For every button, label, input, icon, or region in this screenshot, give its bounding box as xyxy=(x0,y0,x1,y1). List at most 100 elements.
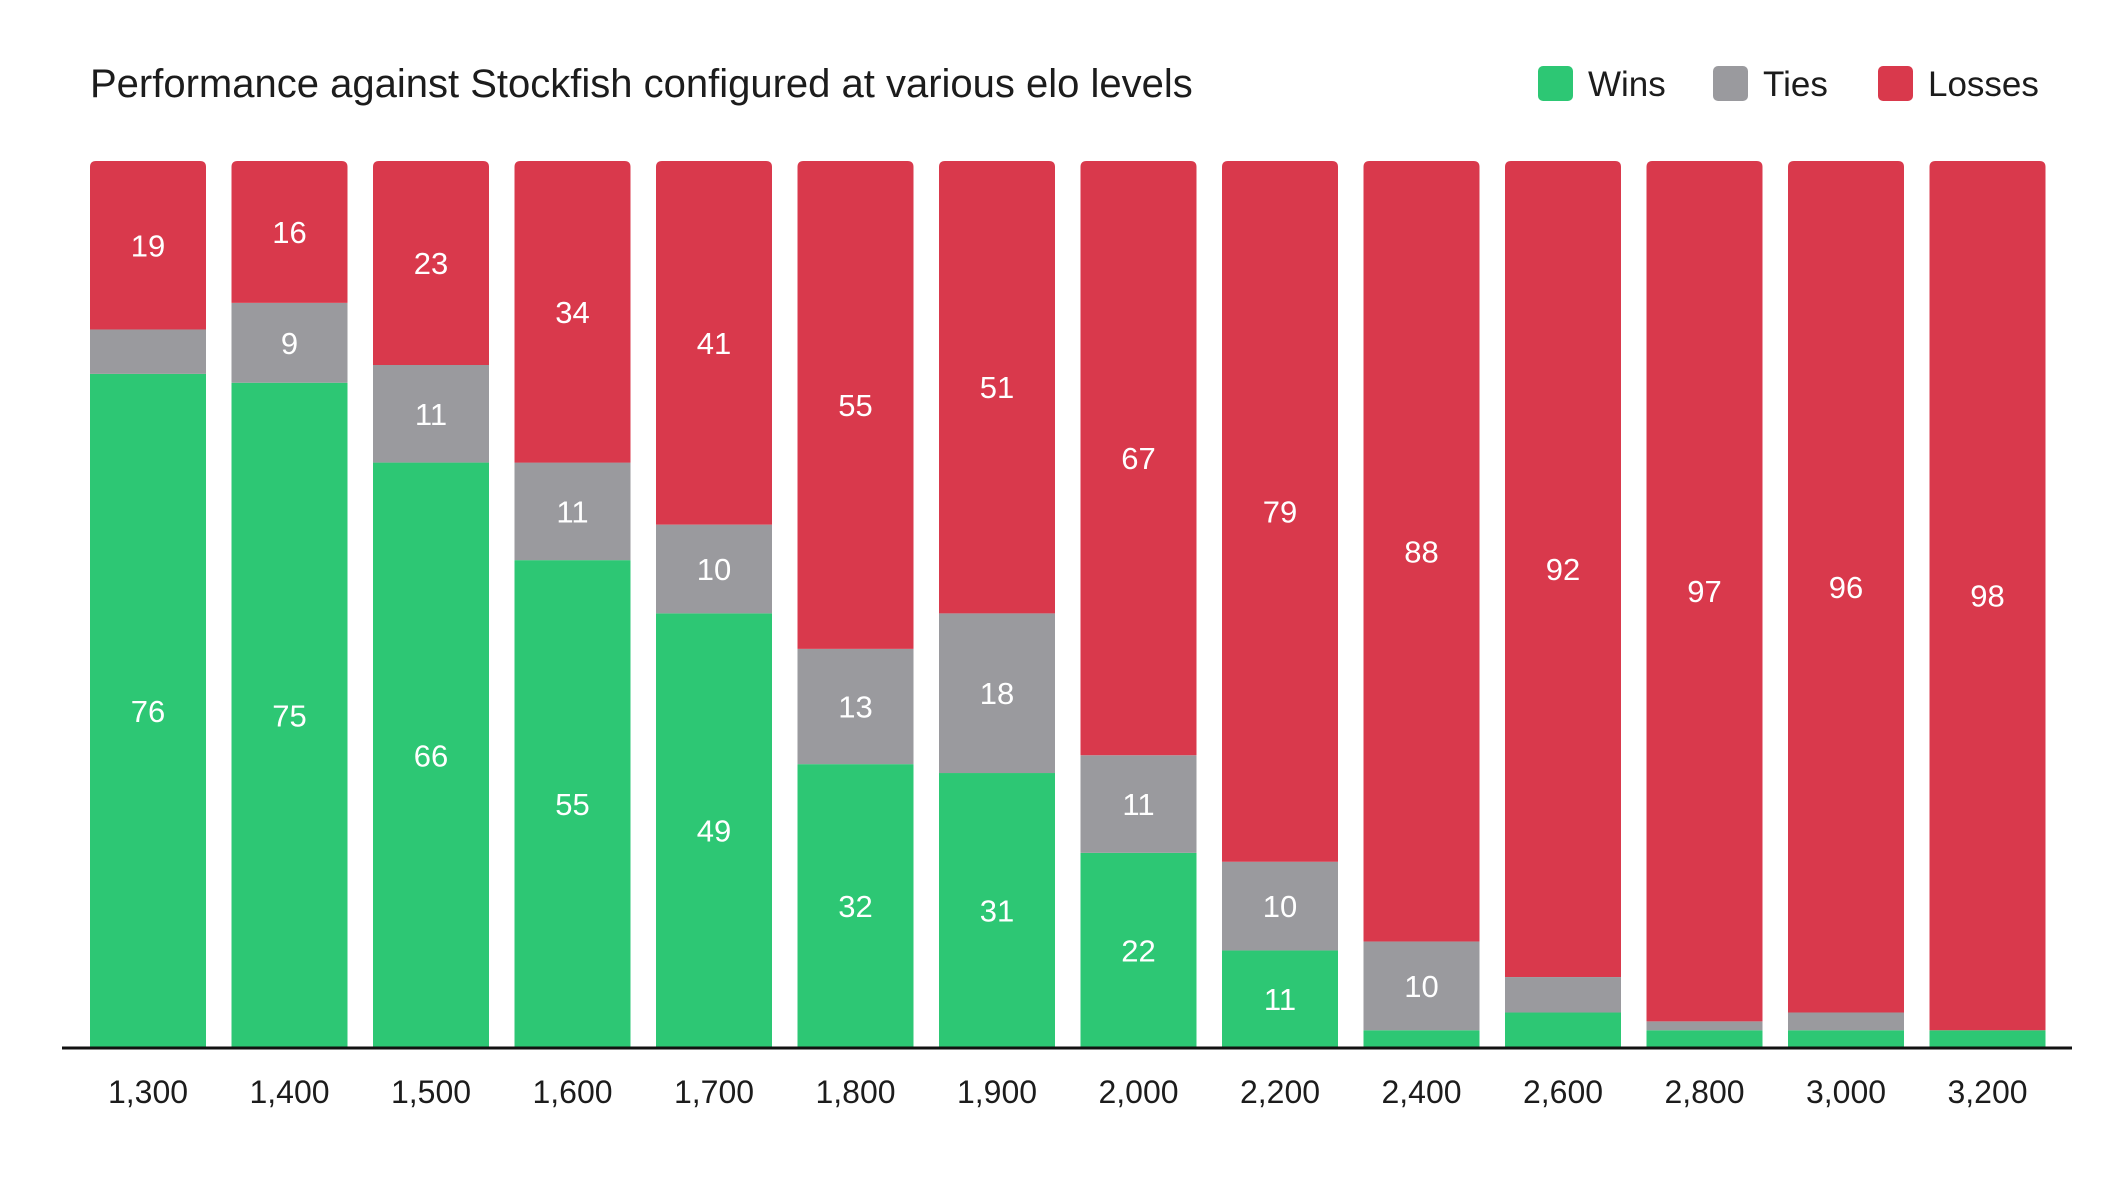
data-label-losses: 19 xyxy=(131,228,165,263)
data-label-wins: 11 xyxy=(1264,982,1296,1017)
x-tick-label: 1,400 xyxy=(249,1074,329,1110)
bar-column: 96 xyxy=(1788,161,1904,1048)
legend-label: Ties xyxy=(1763,65,1828,104)
x-tick-label: 1,800 xyxy=(815,1074,895,1110)
bar-segment-wins xyxy=(231,382,348,1048)
bar-segment-losses xyxy=(656,161,772,525)
bar-segment-wins xyxy=(656,613,772,1048)
bar-segment-wins xyxy=(1788,1030,1904,1048)
bar-column: 31 18 51 xyxy=(939,161,1055,1048)
bar-segment-losses xyxy=(1505,161,1621,978)
data-label-wins: 66 xyxy=(414,738,448,773)
bar-segment-losses xyxy=(90,161,206,330)
bar-segment-ties xyxy=(1080,755,1197,853)
bar-segment-losses xyxy=(1080,161,1197,756)
bar-column: 97 xyxy=(1646,161,1763,1048)
legend-swatch xyxy=(1878,66,1913,101)
x-tick-label: 3,000 xyxy=(1806,1074,1886,1110)
bar-segment-ties xyxy=(373,365,489,463)
data-label-losses: 51 xyxy=(980,370,1014,405)
bar-segment-wins xyxy=(939,773,1055,1048)
data-label-losses: 41 xyxy=(697,326,731,361)
data-label-wins: 76 xyxy=(131,694,165,729)
bar-column: 98 xyxy=(1929,161,2046,1048)
bar-segment-wins xyxy=(373,462,489,1049)
bar-column: 32 13 55 xyxy=(797,161,914,1048)
x-tick-label: 2,000 xyxy=(1098,1074,1178,1110)
bar-segment-losses xyxy=(1646,161,1763,1022)
bar-segment-wins xyxy=(1363,1030,1480,1048)
bar-segment-ties xyxy=(797,648,914,765)
bar-segment-wins xyxy=(1929,1030,2046,1048)
bar-column: 55 11 34 xyxy=(514,161,631,1048)
data-label-losses: 96 xyxy=(1829,570,1863,605)
x-tick-label: 2,400 xyxy=(1381,1074,1461,1110)
x-tick-label: 1,900 xyxy=(957,1074,1037,1110)
bar-segment-ties xyxy=(1363,941,1480,1031)
data-label-losses: 92 xyxy=(1546,552,1580,587)
bar-column: 11 10 79 xyxy=(1222,161,1338,1048)
bar-segment-ties xyxy=(231,302,348,383)
bar-column: 66 11 23 xyxy=(373,161,489,1049)
legend-item-wins: Wins xyxy=(1538,65,1666,104)
bar-segment-ties xyxy=(514,462,631,561)
data-label-ties: 11 xyxy=(556,494,588,529)
bar-segment-wins xyxy=(1505,1012,1621,1048)
data-label-wins: 32 xyxy=(838,889,872,924)
x-tick-label: 3,200 xyxy=(1947,1074,2027,1110)
data-label-ties: 11 xyxy=(415,397,447,432)
bar-column: 92 xyxy=(1505,161,1621,1048)
bar-segment-wins xyxy=(1222,950,1338,1048)
legend-swatch xyxy=(1713,66,1748,101)
x-tick-label: 2,600 xyxy=(1523,1074,1603,1110)
bar-segment-wins xyxy=(797,764,914,1048)
bar-segment-ties xyxy=(1646,1021,1763,1031)
chart-title: Performance against Stockfish configured… xyxy=(90,62,1193,106)
x-tick-label: 2,800 xyxy=(1664,1074,1744,1110)
data-label-losses: 67 xyxy=(1121,441,1155,476)
bar-segment-wins xyxy=(1080,852,1197,1048)
bar-segment-losses xyxy=(1363,161,1480,942)
data-label-ties: 11 xyxy=(1122,787,1154,822)
bar-segment-ties xyxy=(1505,977,1621,1013)
x-axis-tick-labels: 1,300 1,400 1,500 1,600 1,700 1,800 1,900 2,000… xyxy=(108,1074,2028,1110)
x-tick-label: 1,600 xyxy=(532,1074,612,1110)
data-label-ties: 10 xyxy=(697,552,731,587)
bar-segment-wins xyxy=(514,560,631,1048)
bar-segment-losses xyxy=(514,161,631,463)
x-tick-label: 1,300 xyxy=(108,1074,188,1110)
data-label-wins: 75 xyxy=(272,698,306,733)
x-tick-label: 1,500 xyxy=(391,1074,471,1110)
x-tick-label: 1,700 xyxy=(674,1074,754,1110)
data-label-losses: 55 xyxy=(838,388,872,423)
bar-segment-wins xyxy=(1646,1030,1763,1048)
bar-segment-ties xyxy=(90,329,206,374)
bar-segment-losses xyxy=(939,161,1055,614)
data-label-wins: 22 xyxy=(1121,933,1155,968)
bars-group: 76 19 75 9 16 66 11 23 55 11 34 49 10 41 32 13 55 31 18 51 2… xyxy=(90,161,2046,1049)
bar-segment-losses xyxy=(797,161,914,649)
data-label-ties: 10 xyxy=(1263,889,1297,924)
data-label-wins: 55 xyxy=(555,787,589,822)
legend-item-losses: Losses xyxy=(1878,65,2039,104)
bar-column: 49 10 41 xyxy=(656,161,772,1048)
data-label-losses: 23 xyxy=(414,246,448,281)
x-tick-label: 2,200 xyxy=(1240,1074,1320,1110)
bar-segment-losses xyxy=(1222,161,1338,862)
bar-column: 76 19 xyxy=(90,161,206,1048)
data-label-wins: 31 xyxy=(980,894,1014,929)
bar-segment-losses xyxy=(1788,161,1904,1013)
bar-segment-losses xyxy=(1929,161,2046,1031)
data-label-losses: 79 xyxy=(1263,494,1297,529)
data-label-losses: 98 xyxy=(1970,579,2004,614)
bar-segment-ties xyxy=(656,524,772,614)
legend-item-ties: Ties xyxy=(1713,65,1828,104)
data-label-ties: 10 xyxy=(1404,969,1438,1004)
bar-segment-wins xyxy=(90,373,206,1048)
data-label-losses: 16 xyxy=(272,215,306,250)
data-label-ties: 13 xyxy=(838,690,872,725)
bar-segment-losses xyxy=(373,161,489,366)
data-label-ties: 9 xyxy=(281,326,298,361)
